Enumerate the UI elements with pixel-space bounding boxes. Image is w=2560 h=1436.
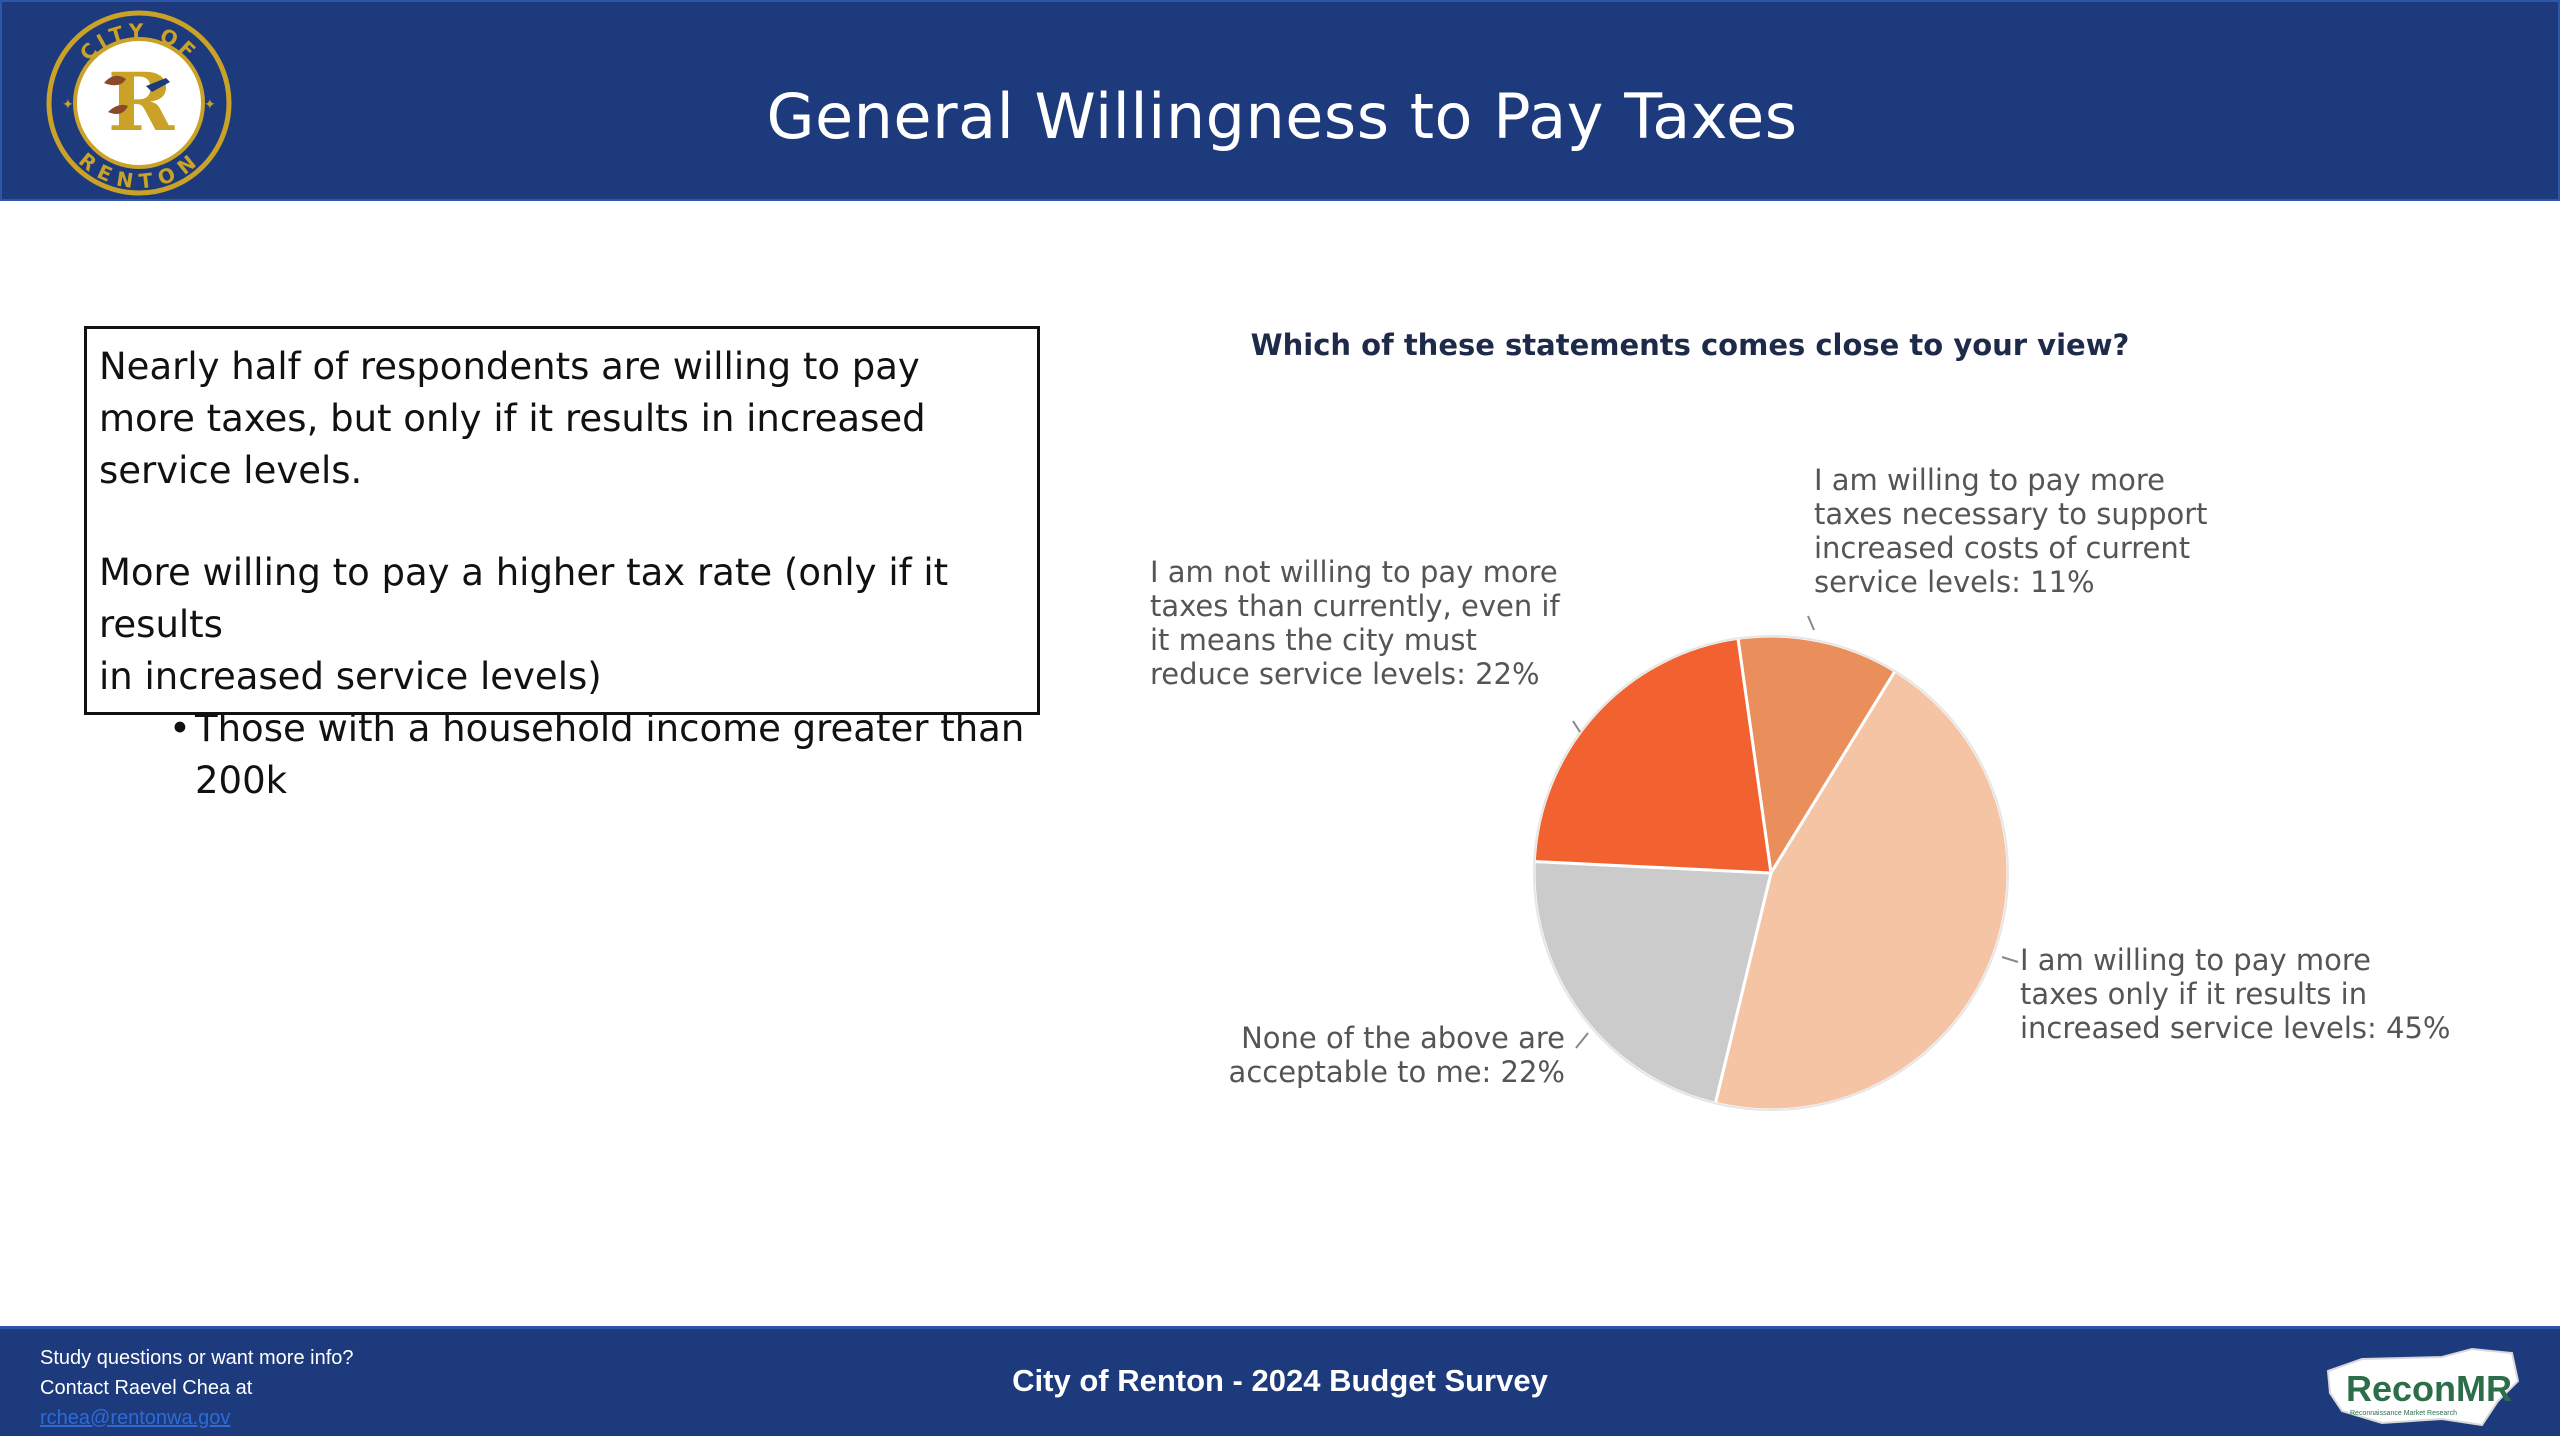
summary-paragraph-2-line-1: More willing to pay a higher tax rate (o…	[99, 551, 949, 646]
summary-bullet-continuation: 200k	[99, 755, 1025, 807]
chart-title: Which of these statements comes close to…	[1251, 328, 2130, 362]
svg-text:✦: ✦	[204, 97, 216, 113]
pie-slice-label-line: taxes necessary to support	[1814, 497, 2208, 531]
pie-slice-label-line: increased service levels: 45%	[2020, 1011, 2450, 1045]
reconmr-logo-text: ReconMR	[2346, 1368, 2512, 1409]
footer-contact-line-2: Contact Raevel Chea at	[40, 1377, 253, 1399]
pie-slice-label: None of the above are acceptable to me: 2…	[1229, 1021, 1565, 1089]
pie-slice-label-line: acceptable to me: 22%	[1229, 1055, 1565, 1089]
summary-paragraph-1: Nearly half of respondents are willing t…	[99, 345, 926, 492]
svg-text:✦: ✦	[62, 97, 74, 113]
logo-leaf-icon	[104, 75, 126, 86]
logo-plane-icon	[146, 78, 170, 92]
reconmr-logo-subtext: Reconnaissance Market Research	[2350, 1410, 2457, 1417]
pie-slice-label-line: I am willing to pay more	[2020, 943, 2371, 977]
pie-slice-label-line: service levels: 11%	[1814, 565, 2095, 599]
footer-bar: Study questions or want more info? Conta…	[0, 1326, 2560, 1436]
pie-leader-line	[1807, 615, 1815, 631]
logo-leaf-icon	[108, 104, 128, 114]
footer-title: City of Renton - 2024 Budget Survey	[1012, 1363, 1548, 1398]
summary-bullet-line-1: Those with a household income greater th…	[195, 707, 1025, 750]
pie-slice-label-line: increased costs of current	[1814, 531, 2190, 565]
pie-leader-line	[1575, 1032, 1589, 1049]
header-bar: CITY OF RENTON R ✦ ✦ General Willingness…	[0, 0, 2560, 201]
logo-r-glyph: R	[108, 55, 175, 149]
footer-email-link[interactable]: rchea@rentonwa.gov	[40, 1407, 231, 1429]
summary-box: Nearly half of respondents are willing t…	[84, 326, 1040, 802]
summary-bullet: • Those with a household income greater …	[99, 703, 1025, 755]
pie-leader-line	[2001, 956, 2019, 963]
pie-slice-label-line: it means the city must	[1150, 623, 1477, 657]
footer-contact: Study questions or want more info? Conta…	[40, 1343, 354, 1433]
pie-outline	[1533, 635, 2009, 1111]
pie-slice-label-line: taxes only if it results in	[2020, 977, 2367, 1011]
pie-slice-label-line: reduce service levels: 22%	[1150, 657, 1540, 691]
reconmr-logo: ReconMR Reconnaissance Market Research	[2326, 1347, 2520, 1427]
summary-paragraph-2-line-2: in increased service levels)	[99, 655, 602, 698]
summary-bullet-line-2: 200k	[195, 759, 288, 802]
pie-slice-label-line: I am willing to pay more	[1814, 463, 2165, 497]
pie-slice-label-line: None of the above are	[1241, 1021, 1565, 1055]
page-title: General Willingness to Pay Taxes	[766, 80, 1798, 153]
pie-slice-label: I am willing to pay more taxes necessary …	[1814, 463, 2208, 599]
footer-contact-line-1: Study questions or want more info?	[40, 1347, 354, 1369]
pie-slice-label: I am not willing to pay more taxes than c…	[1150, 555, 1560, 691]
pie-slice	[1532, 636, 1773, 875]
pie-slice-label-line: I am not willing to pay more	[1150, 555, 1558, 589]
pie-leader-line	[1572, 720, 1581, 733]
pie-chart: Which of these statements comes close to…	[1150, 328, 2450, 1112]
pie-slice-label-line: taxes than currently, even if	[1150, 589, 1560, 623]
city-logo: CITY OF RENTON R ✦ ✦	[46, 10, 232, 196]
bullet-marker: •	[169, 707, 191, 750]
pie-slice-label: I am willing to pay more taxes only if it…	[2020, 943, 2450, 1045]
